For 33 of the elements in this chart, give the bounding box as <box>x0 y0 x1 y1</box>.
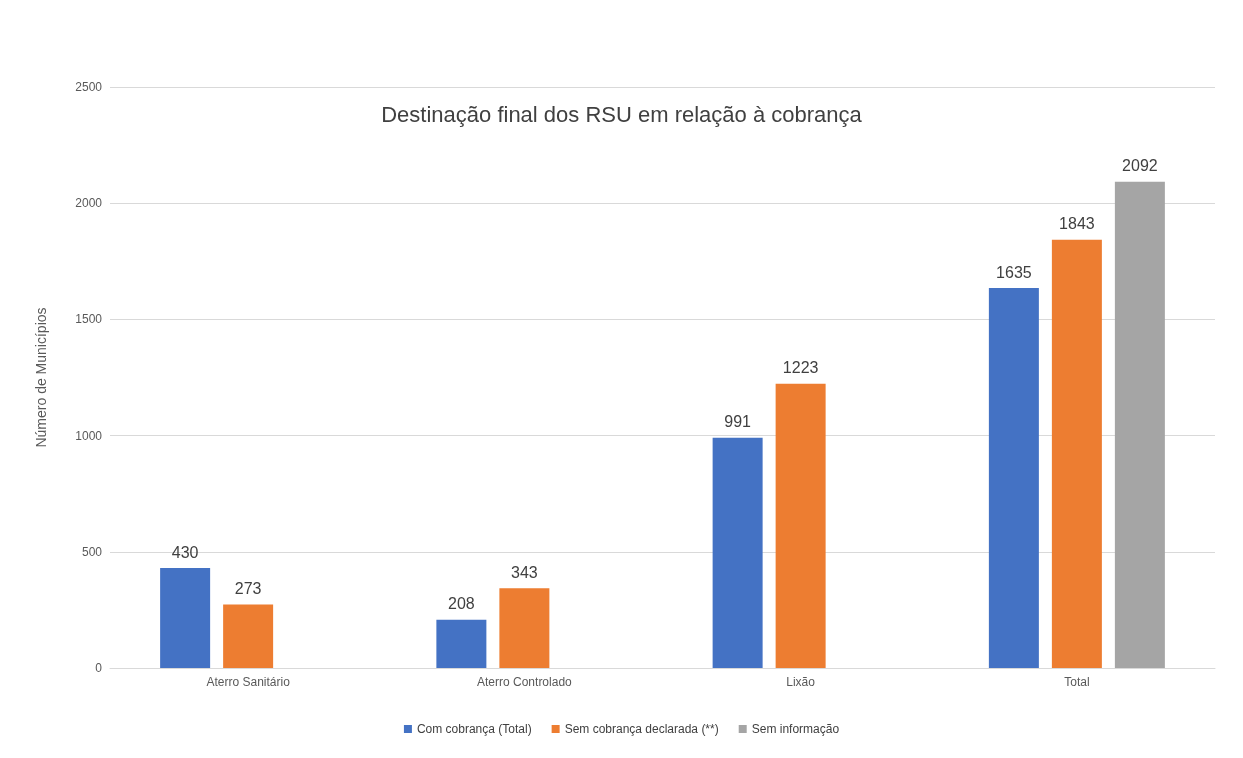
y-tick-label: 1000 <box>75 428 103 443</box>
data-label: 273 <box>234 580 262 598</box>
bar <box>160 568 211 668</box>
data-label: 1223 <box>782 359 819 377</box>
data-label: 343 <box>511 563 538 581</box>
x-tick-label: Aterro Sanitário <box>206 675 291 689</box>
bar <box>988 288 1039 668</box>
bar <box>775 383 826 668</box>
data-label: 2092 <box>1122 157 1158 175</box>
text: Destinação final dos RSU em relação à cobrança <box>381 101 863 127</box>
y-tick-label: 500 <box>81 544 103 559</box>
data-label: 430 <box>171 543 199 561</box>
data-label: 991 <box>724 413 752 431</box>
legend-label: Sem informação <box>751 722 840 736</box>
legend-label: Sem cobrança declarada (**) <box>564 722 719 736</box>
data-label: 1635 <box>996 263 1032 281</box>
legend-label: Com cobrança (Total) <box>416 722 532 736</box>
data-label: 1843 <box>1059 215 1095 233</box>
bar <box>1114 181 1165 668</box>
data-label: 208 <box>448 595 475 613</box>
x-tick-label: Lixão <box>786 675 816 689</box>
bar <box>1051 239 1102 668</box>
bar <box>436 619 487 668</box>
x-tick-label: Total <box>1064 675 1090 689</box>
x-tick-label: Aterro Controlado <box>477 675 573 689</box>
y-tick-label: 0 <box>95 661 103 675</box>
y-axis-title: Número de Municípios <box>33 307 49 448</box>
y-tick-label: 2500 <box>75 80 103 94</box>
y-tick-label: 1500 <box>75 312 103 327</box>
bar <box>499 588 550 668</box>
bar <box>223 604 274 668</box>
y-tick-label: 2000 <box>75 196 103 211</box>
bar <box>712 437 763 668</box>
